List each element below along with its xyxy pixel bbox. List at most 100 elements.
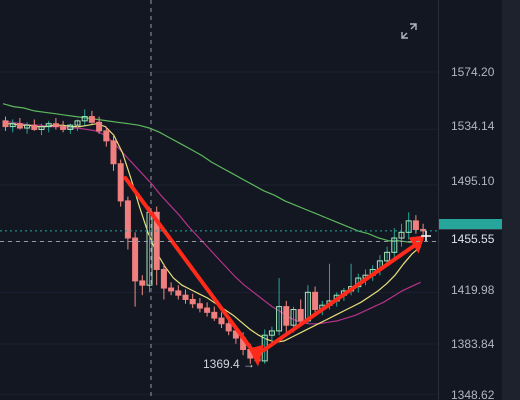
candle (189, 293, 196, 309)
candle (211, 306, 218, 321)
candle (74, 119, 81, 131)
candle-body (420, 228, 427, 232)
moving-averages (2, 103, 421, 343)
candle (45, 120, 52, 133)
price-tick: 1383.84 (451, 337, 495, 351)
candle-body (297, 308, 304, 322)
down-arrow-head (249, 344, 264, 367)
candle-body (196, 303, 203, 309)
up-arrow-head (408, 235, 425, 254)
up-trend-arrow (261, 243, 417, 353)
candle (182, 289, 189, 304)
candle-body (9, 123, 16, 128)
low-price-annotation: 1369.4 → (203, 357, 255, 371)
candle-body (38, 126, 45, 130)
candle-body (189, 298, 196, 305)
candle-body (412, 220, 419, 230)
moving-average-line (2, 103, 421, 243)
grid-lines (0, 71, 438, 395)
price-tick: 1495.10 (451, 174, 495, 188)
candle-body (276, 306, 283, 332)
down-trend-arrow (123, 176, 259, 359)
candle (24, 122, 31, 134)
candle (398, 223, 405, 247)
candle (391, 228, 398, 259)
candle (52, 118, 59, 130)
candle-body (218, 317, 225, 325)
candle (96, 116, 103, 134)
candle-body (132, 237, 139, 282)
candle-body (117, 163, 124, 202)
fullscreen-button[interactable] (398, 20, 420, 42)
candle-body (110, 140, 117, 165)
candle (139, 275, 146, 296)
candle-body (160, 268, 167, 289)
candle (117, 159, 124, 207)
candle-body (124, 200, 131, 239)
price-tick: 1419.98 (451, 283, 495, 297)
candle-body (182, 294, 189, 300)
candle (312, 286, 319, 314)
candle-body (225, 323, 232, 332)
candle-body (290, 308, 297, 326)
candle-body (391, 237, 398, 253)
candle (132, 232, 139, 307)
candle-body (96, 121, 103, 132)
right-toolbar-strip: ‹ (502, 0, 520, 400)
fullscreen-expand-icon (401, 23, 417, 39)
candle (168, 282, 175, 296)
candle (268, 326, 275, 344)
candle-body (204, 307, 211, 313)
candle-body (283, 306, 290, 326)
candle-body (88, 116, 95, 123)
candle-body (60, 126, 67, 130)
candle-body (168, 287, 175, 292)
candle (103, 126, 110, 147)
candle-body (405, 220, 412, 233)
candle (124, 196, 131, 250)
candle (160, 263, 167, 300)
price-tick: 1534.14 (451, 119, 495, 133)
candle (16, 118, 23, 130)
candle-body (16, 123, 23, 129)
candle (9, 119, 16, 133)
candle-body (153, 211, 160, 270)
candle (175, 285, 182, 300)
candle-body (211, 311, 218, 319)
candle (405, 212, 412, 240)
candle (204, 302, 211, 317)
candle-body (268, 330, 275, 336)
moving-average-line (3, 123, 421, 343)
low-price-value: 1369.4 (203, 357, 240, 371)
candle-body (52, 123, 59, 128)
trend-arrows (123, 176, 425, 367)
candle (196, 298, 203, 313)
chart-plot-area[interactable] (0, 0, 438, 400)
candle-body (312, 291, 319, 310)
candle (60, 120, 67, 133)
candle (88, 110, 95, 124)
candle-body (24, 124, 31, 129)
candle-body (139, 280, 146, 286)
candle-body (45, 123, 52, 128)
candle (38, 123, 45, 136)
candle-body (2, 120, 9, 128)
candle (276, 278, 283, 336)
candle-body (398, 231, 405, 239)
price-tick: 1574.20 (451, 65, 495, 79)
candle (283, 300, 290, 333)
candle-body (31, 124, 38, 130)
candle (67, 123, 74, 134)
overlays (0, 0, 438, 400)
candle (81, 109, 88, 126)
candle (2, 116, 9, 131)
candle (218, 312, 225, 329)
price-tick: 1348.62 (451, 388, 495, 400)
candle-body (103, 130, 110, 142)
arrow-right-icon: → (243, 357, 256, 371)
price-axis[interactable]: 1574.20 1534.14 1495.10 1419.98 1383.84 … (438, 0, 503, 400)
candle-body (384, 251, 391, 262)
candle (31, 119, 38, 131)
candles (2, 109, 427, 365)
